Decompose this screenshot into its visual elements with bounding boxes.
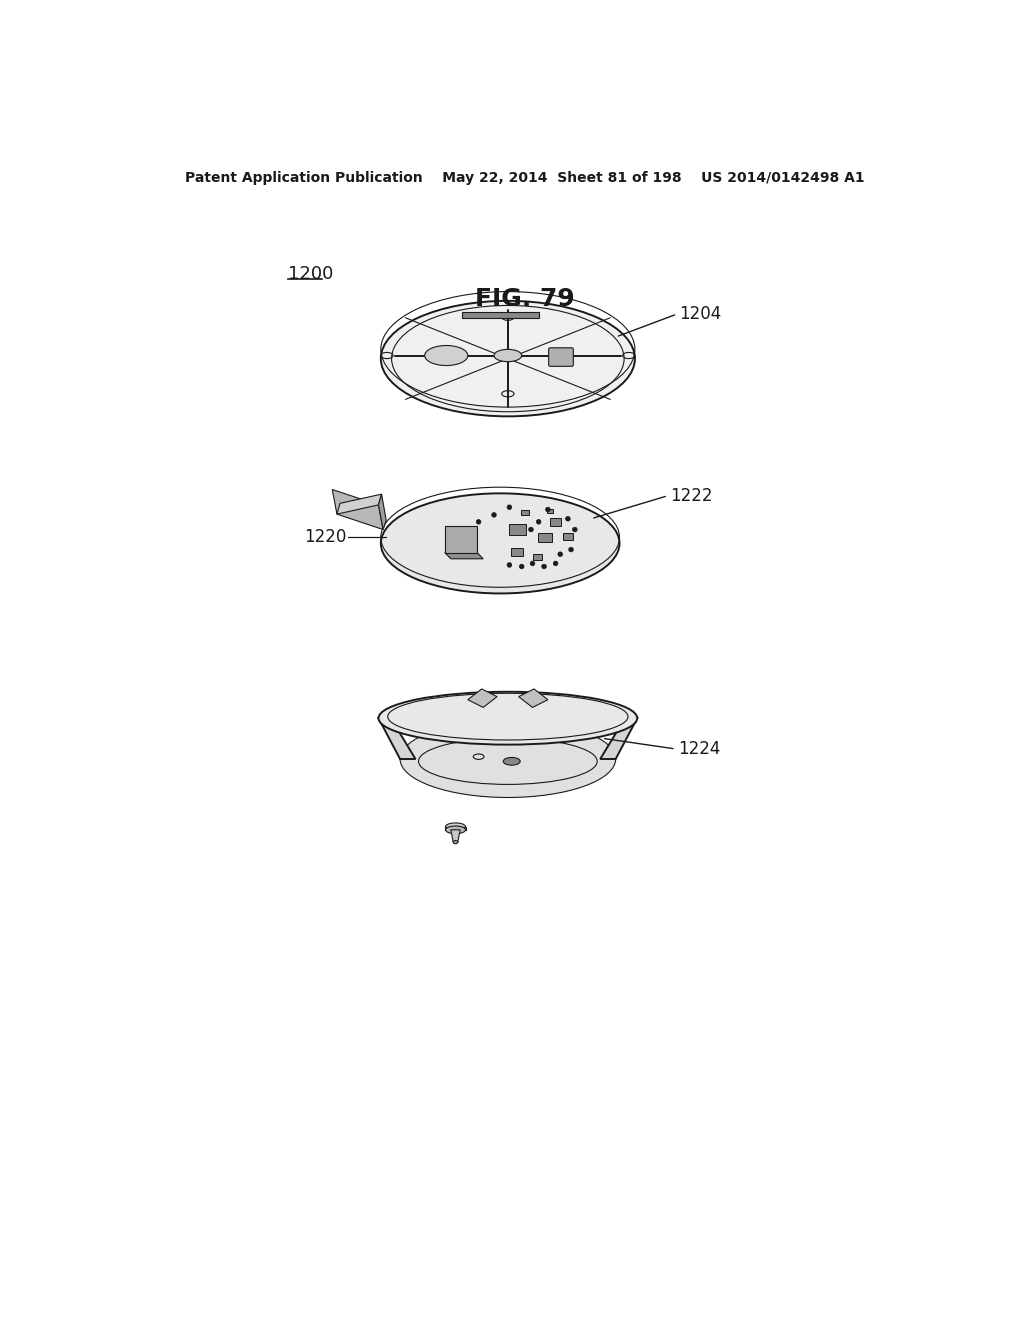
Text: 1204: 1204 — [680, 305, 722, 323]
Polygon shape — [337, 494, 382, 515]
Polygon shape — [518, 689, 548, 708]
FancyBboxPatch shape — [549, 348, 573, 367]
Circle shape — [530, 561, 535, 566]
Text: 1220: 1220 — [304, 528, 346, 546]
Bar — [511, 548, 523, 557]
Ellipse shape — [445, 822, 466, 830]
Circle shape — [537, 520, 541, 524]
Circle shape — [519, 564, 524, 569]
Circle shape — [553, 561, 558, 566]
Polygon shape — [444, 553, 483, 558]
Polygon shape — [600, 718, 637, 759]
Polygon shape — [379, 494, 386, 529]
Ellipse shape — [425, 346, 468, 366]
Circle shape — [476, 520, 481, 524]
Ellipse shape — [400, 721, 615, 797]
Circle shape — [507, 562, 512, 568]
Text: 1200: 1200 — [289, 265, 334, 282]
Polygon shape — [445, 826, 466, 830]
Polygon shape — [444, 525, 477, 553]
Text: Patent Application Publication    May 22, 2014  Sheet 81 of 198    US 2014/01424: Patent Application Publication May 22, 2… — [185, 170, 864, 185]
Polygon shape — [468, 689, 497, 708]
Circle shape — [507, 506, 512, 510]
Bar — [509, 524, 525, 535]
Text: FIG. 79: FIG. 79 — [475, 286, 574, 310]
Ellipse shape — [445, 826, 466, 834]
Polygon shape — [379, 718, 416, 759]
Circle shape — [558, 552, 562, 557]
Text: 1224: 1224 — [678, 741, 721, 758]
Ellipse shape — [454, 841, 458, 843]
Bar — [547, 508, 553, 513]
Circle shape — [492, 512, 497, 517]
Circle shape — [528, 527, 534, 532]
Bar — [563, 533, 572, 540]
Ellipse shape — [379, 692, 637, 744]
Ellipse shape — [503, 758, 520, 766]
Polygon shape — [333, 490, 383, 529]
Bar — [521, 510, 528, 515]
Bar — [550, 517, 561, 525]
Bar — [538, 533, 552, 543]
Bar — [462, 312, 539, 318]
Polygon shape — [451, 830, 460, 842]
Text: 1222: 1222 — [671, 487, 713, 504]
Ellipse shape — [494, 350, 521, 362]
Circle shape — [542, 564, 547, 569]
Ellipse shape — [381, 301, 635, 416]
Circle shape — [546, 507, 550, 512]
Circle shape — [565, 516, 570, 521]
Circle shape — [568, 548, 573, 552]
Circle shape — [572, 527, 578, 532]
Ellipse shape — [381, 494, 620, 594]
Bar — [532, 554, 542, 561]
